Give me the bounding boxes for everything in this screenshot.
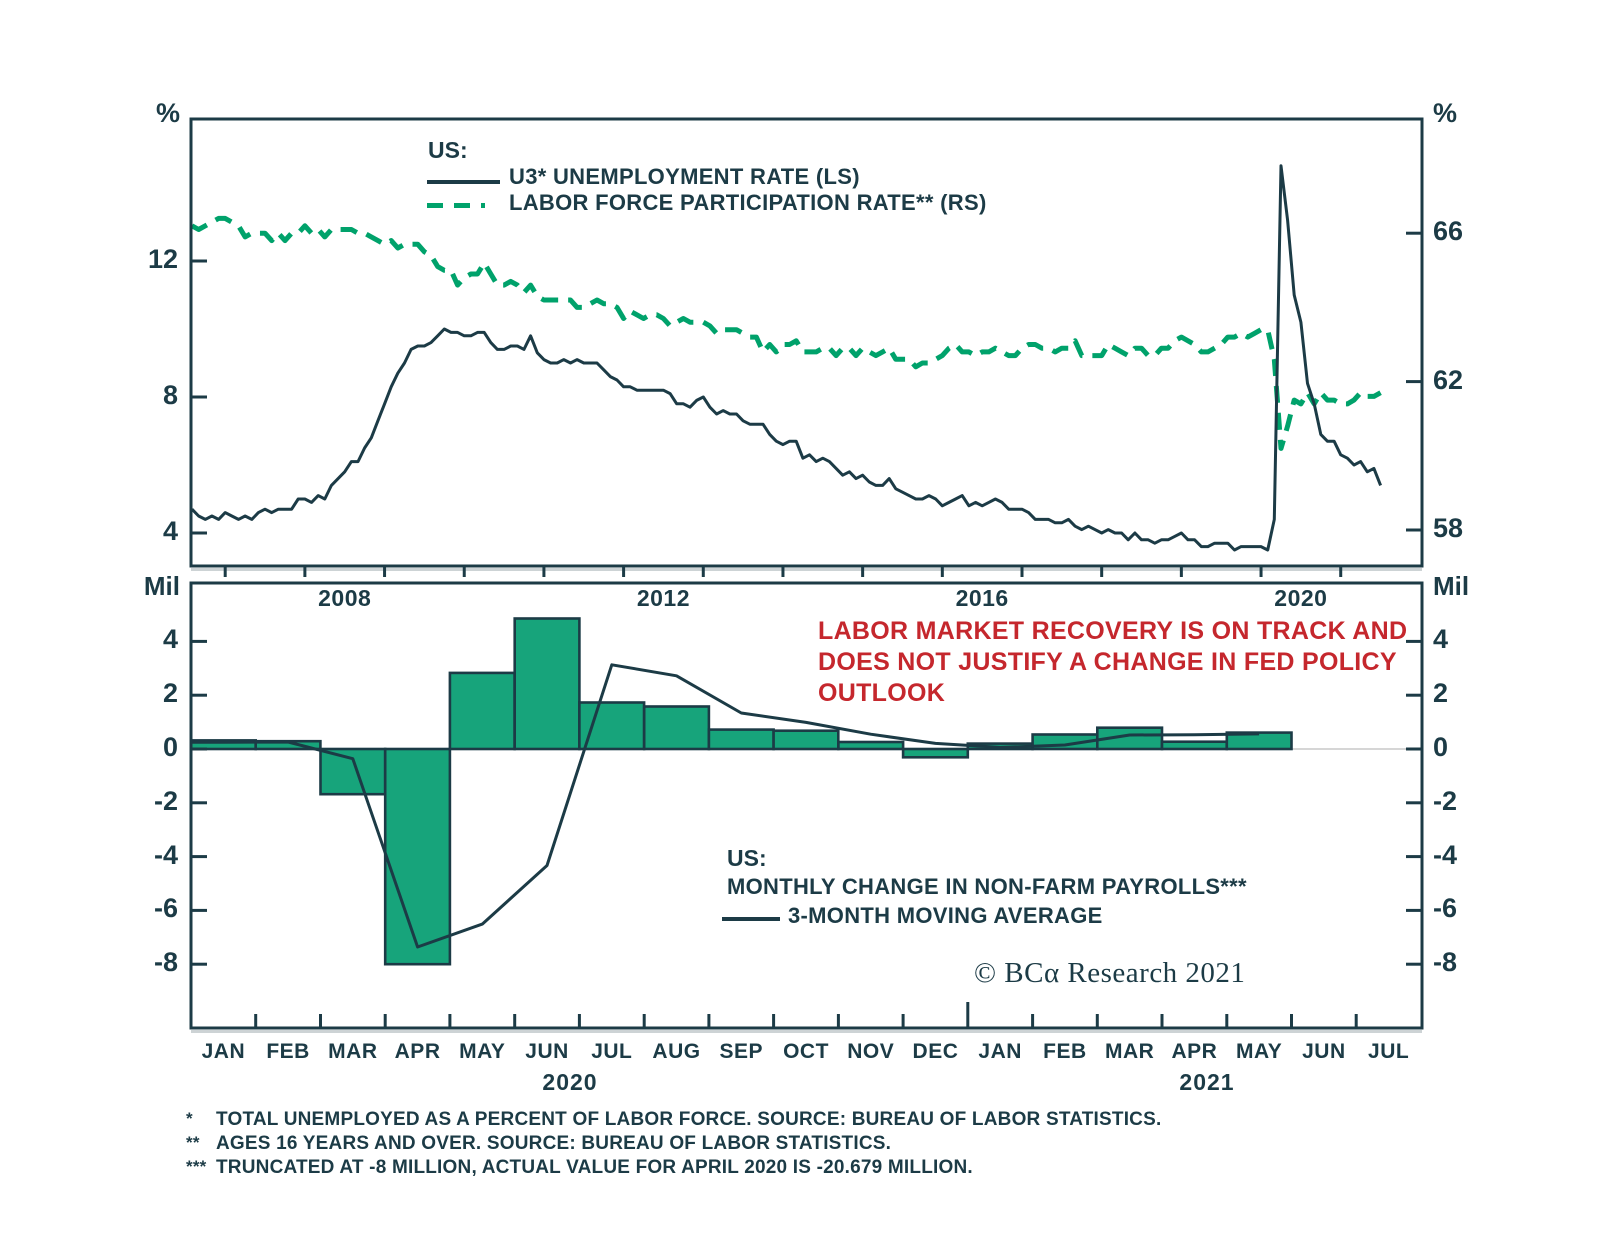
top-right-tick-label-66: 66 — [1433, 216, 1464, 247]
month-label-7-aug: AUG — [652, 1040, 701, 1063]
month-label-4-may: MAY — [459, 1040, 506, 1063]
top-left-unit-label: % — [155, 98, 180, 128]
month-label-2-mar: MAR — [328, 1040, 378, 1063]
top-legend-title: US: — [428, 137, 468, 163]
top-left-tick-label-12: 12 — [147, 244, 178, 274]
u3-line-legend-sample — [427, 180, 500, 184]
month-label-8-sep: SEP — [719, 1040, 764, 1063]
bottom-panel — [189, 581, 1424, 1033]
payroll-bar-6 — [578, 701, 646, 751]
payroll-bar-4 — [448, 671, 516, 751]
month-label-0-jan: JAN — [201, 1040, 246, 1063]
annotation-line-2: DOES NOT JUSTIFY A CHANGE IN FED POLICY — [818, 648, 1397, 676]
month-label-1-feb: FEB — [266, 1040, 310, 1063]
bottom-right-tick-label-4: 4 — [1433, 624, 1449, 655]
month-label-10-nov: NOV — [847, 1040, 895, 1063]
month-label-15-apr: APR — [1171, 1040, 1218, 1063]
top-panel — [189, 117, 1424, 577]
payroll-bar-14 — [1096, 726, 1164, 751]
top-legend-series1-label: U3* UNEMPLOYMENT RATE (LS) — [509, 164, 860, 189]
payroll-bar-8 — [707, 728, 775, 751]
footnote-2: ** AGES 16 YEARS AND OVER. SOURCE: BUREAU… — [186, 1133, 892, 1155]
month-label-13-feb: FEB — [1043, 1040, 1087, 1063]
bottom-right-tick-label--8: -8 — [1433, 947, 1458, 978]
bottom-left-tick-label--4: -4 — [153, 839, 178, 870]
footnote-1: * TOTAL UNEMPLOYED AS A PERCENT OF LABOR … — [186, 1109, 1162, 1131]
top-x-year-label-2012: 2012 — [636, 585, 691, 611]
annotation-line-1: LABOR MARKET RECOVERY IS ON TRACK AND — [818, 617, 1408, 645]
bottom-legend-series2-label: 3-MONTH MOVING AVERAGE — [788, 903, 1103, 928]
bottom-legend-title: US: — [727, 845, 767, 871]
annotation-line-3: OUTLOOK — [818, 679, 946, 707]
payroll-bar-15 — [1160, 740, 1228, 751]
month-label-18-jul: JUL — [1368, 1040, 1410, 1063]
top-x-year-label-2020: 2020 — [1274, 585, 1328, 611]
month-label-9-oct: OCT — [783, 1040, 829, 1063]
bottom-right-tick-label-2: 2 — [1433, 678, 1449, 709]
payroll-bar-11 — [901, 747, 970, 759]
footnote-1-marker: * — [186, 1109, 193, 1128]
payroll-bar-2 — [319, 747, 387, 796]
bottom-left-tick-label-2: 2 — [162, 678, 178, 709]
month-label-12-jan: JAN — [978, 1040, 1022, 1063]
footnote-2-text: AGES 16 YEARS AND OVER. SOURCE: BUREAU O… — [216, 1133, 892, 1154]
top-panel-frame — [189, 117, 1424, 568]
footnote-3: *** TRUNCATED AT -8 MILLION, ACTUAL VALUE… — [186, 1157, 973, 1179]
bottom-left-tick-label-0: 0 — [162, 732, 178, 762]
footnote-1-text: TOTAL UNEMPLOYED AS A PERCENT OF LABOR F… — [216, 1109, 1162, 1130]
top-left-tick-label-4: 4 — [162, 516, 178, 546]
month-label-17-jun: JUN — [1302, 1040, 1346, 1063]
ma-line — [191, 663, 1260, 949]
month-label-6-jul: JUL — [591, 1040, 633, 1063]
bottom-left-tick-label-4: 4 — [162, 624, 178, 655]
bottom-right-unit-label: Mil — [1433, 571, 1470, 601]
top-right-tick-label-62: 62 — [1433, 364, 1464, 395]
month-label-11-dec: DEC — [912, 1040, 959, 1063]
lfpr-dashed-legend-sample — [427, 203, 485, 208]
month-label-5-jun: JUN — [525, 1040, 569, 1063]
bottom-left-tick-label--2: -2 — [153, 785, 178, 816]
bottom-left-tick-label--6: -6 — [153, 893, 178, 924]
payroll-bar-10 — [837, 740, 905, 751]
top-right-unit-label: % — [1433, 98, 1458, 128]
footnote-3-marker: *** — [186, 1157, 207, 1176]
bottom-legend-series1-label: MONTHLY CHANGE IN NON-FARM PAYROLLS*** — [727, 874, 1247, 899]
top-x-year-label-2008: 2008 — [318, 585, 372, 611]
footnote-3-text: TRUNCATED AT -8 MILLION, ACTUAL VALUE FO… — [216, 1157, 973, 1178]
bottom-left-unit-label: Mil — [143, 571, 180, 601]
bottom-panel-frame — [189, 581, 1424, 1030]
top-x-year-label-2016: 2016 — [955, 585, 1009, 611]
x-axis-year-2021-label: 2021 — [1179, 1069, 1235, 1095]
top-legend-series2-label: LABOR FORCE PARTICIPATION RATE** (RS) — [509, 190, 987, 215]
payroll-bar-5 — [513, 617, 581, 751]
bottom-right-tick-label--4: -4 — [1433, 839, 1458, 870]
month-label-3-apr: APR — [394, 1040, 441, 1063]
payroll-bar-3 — [383, 747, 452, 966]
footnote-2-marker: ** — [186, 1133, 200, 1152]
month-label-16-may: MAY — [1236, 1040, 1283, 1063]
bottom-right-tick-label--6: -6 — [1433, 893, 1458, 924]
lfpr-line — [190, 215, 1382, 451]
u3-line — [190, 164, 1382, 552]
bottom-right-tick-label--2: -2 — [1433, 785, 1458, 816]
payroll-bar-9 — [772, 729, 840, 751]
top-right-tick-label-58: 58 — [1433, 513, 1464, 543]
x-axis-year-2020-label: 2020 — [542, 1069, 598, 1095]
payroll-bar-7 — [642, 705, 711, 751]
month-label-14-mar: MAR — [1105, 1040, 1155, 1063]
bottom-right-tick-label-0: 0 — [1433, 732, 1449, 762]
bottom-left-tick-label--8: -8 — [153, 947, 178, 978]
top-left-tick-label-8: 8 — [162, 380, 178, 410]
bca-research-copyright: © BCα Research 2021 — [974, 957, 1246, 989]
payroll-bar-16 — [1225, 731, 1293, 751]
ma-line-legend-sample — [722, 917, 780, 921]
